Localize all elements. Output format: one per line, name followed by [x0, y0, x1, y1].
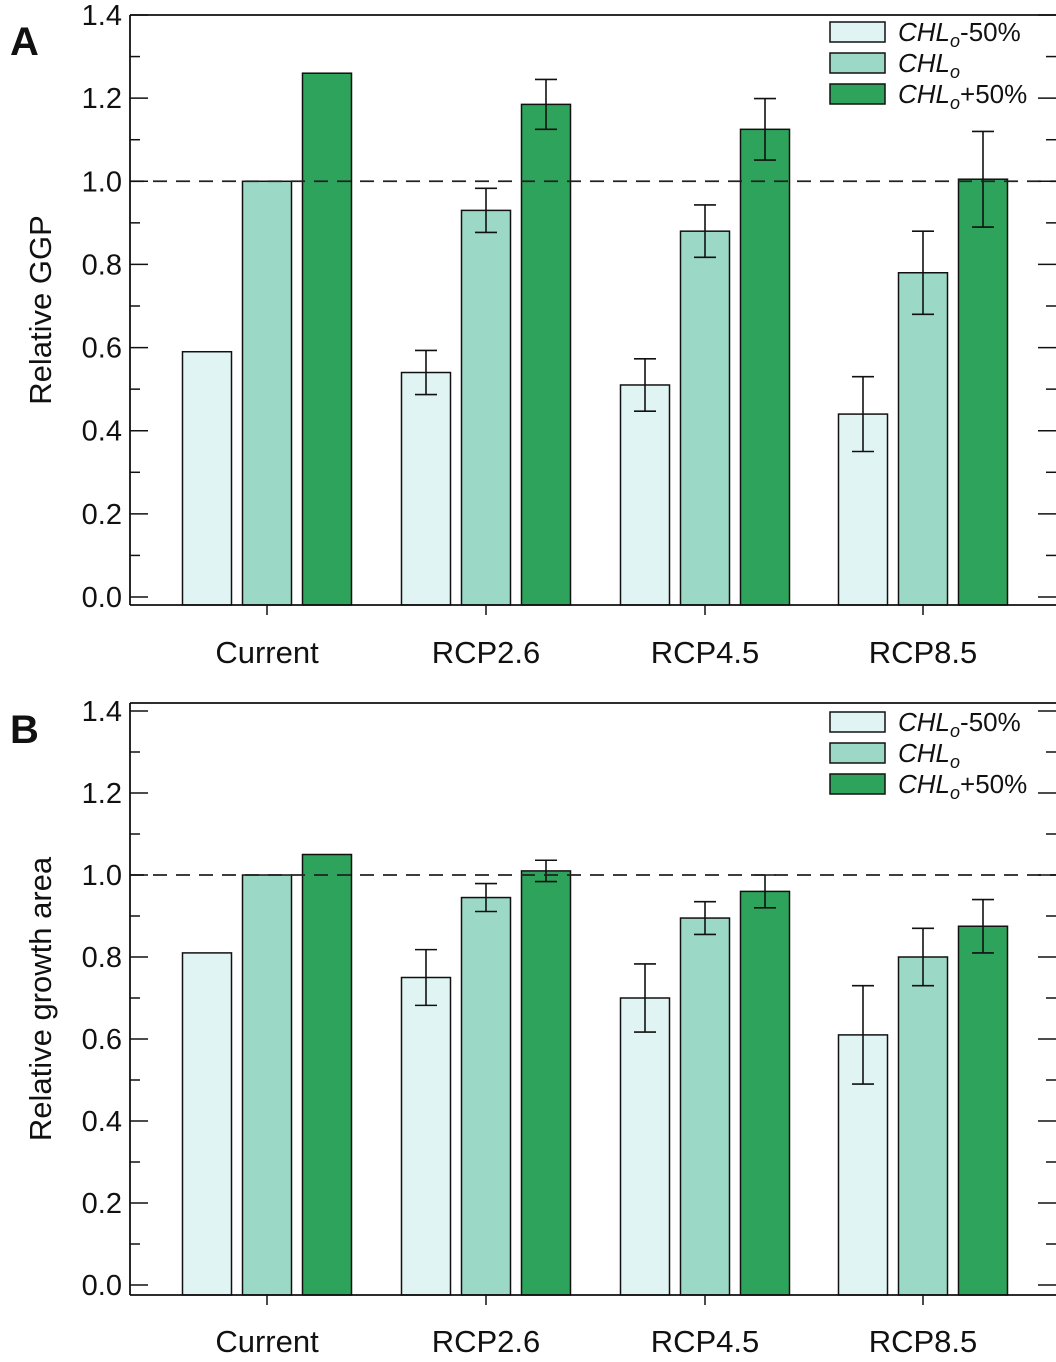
error-bar — [634, 963, 656, 1033]
error-bar — [475, 882, 497, 913]
y-tick-label: 1.4 — [82, 696, 122, 728]
x-tick-label: RCP4.5 — [651, 635, 760, 670]
error-bar — [912, 230, 934, 316]
x-tick-label: RCP8.5 — [869, 1324, 978, 1357]
legend-swatch — [829, 52, 886, 74]
error-bar — [475, 187, 497, 234]
y-axis-title: Relative GGP — [23, 215, 58, 405]
legend-swatch — [829, 711, 886, 733]
panel-label: A — [10, 20, 39, 64]
y-tick-label: 0.0 — [82, 1270, 122, 1302]
y-tick-label: 0.4 — [82, 416, 122, 448]
chart-panel-a: 0.0 0.2 0.4 0.6 0.8 1.0 1.2 1.4 Current RCP2.6 RCP… — [10, 0, 1056, 670]
error-bar — [535, 78, 557, 131]
legend-entry: CHLo+50% — [898, 769, 1027, 803]
bar-rcp85-series-2 — [897, 956, 949, 1296]
error-bar — [415, 948, 437, 1007]
y-tick-label: 0.8 — [82, 942, 122, 974]
bar-rcp26-series-1 — [400, 371, 452, 606]
error-bar — [972, 130, 994, 228]
y-tick-label: 0.6 — [82, 333, 122, 365]
bar-rcp45-series-1 — [619, 997, 671, 1296]
bar-rcp45-series-3 — [739, 890, 791, 1296]
legend-entry: CHLo-50% — [898, 707, 1021, 741]
legend-entry: CHLo — [898, 48, 960, 82]
error-bar — [852, 984, 874, 1085]
chart-panel-b: 0.0 0.2 0.4 0.6 0.8 1.0 1.2 1.4 Current RCP2.6 RCP… — [10, 696, 1056, 1359]
bar-current-series-1 — [181, 952, 233, 1296]
legend-swatch — [829, 773, 886, 795]
error-bar — [535, 859, 557, 883]
bar-rcp45-series-1 — [619, 384, 671, 606]
y-tick-label: 0.6 — [82, 1024, 122, 1056]
error-bar — [694, 204, 716, 259]
y-axis-title: Relative growth area — [23, 856, 58, 1141]
panel-label: B — [10, 708, 39, 752]
error-bar — [912, 927, 934, 987]
y-tick-label: 1.4 — [82, 0, 122, 32]
bar-current-series-2 — [241, 874, 293, 1296]
bar-rcp26-series-3 — [520, 103, 572, 606]
bar-rcp26-series-2 — [460, 209, 512, 606]
bar-rcp85-series-2 — [897, 271, 949, 606]
y-tick-label: 0.2 — [82, 1188, 122, 1220]
bar-rcp85-series-3 — [957, 178, 1009, 606]
bar-current-series-1 — [181, 350, 233, 606]
legend-swatch — [829, 21, 886, 43]
bar-rcp26-series-3 — [520, 870, 572, 1296]
legend-entry: CHLo — [898, 738, 960, 772]
y-tick-label: 0.4 — [82, 1106, 122, 1138]
bar-rcp45-series-2 — [679, 917, 731, 1296]
error-bar — [634, 357, 656, 412]
y-tick-label: 1.2 — [82, 83, 122, 115]
bar-rcp26-series-2 — [460, 896, 512, 1296]
error-bar — [415, 349, 437, 396]
legend-swatch — [829, 742, 886, 764]
bar-current-series-3 — [301, 72, 353, 606]
bar-rcp26-series-1 — [400, 976, 452, 1296]
bar-rcp45-series-2 — [679, 230, 731, 606]
x-tick-label: RCP4.5 — [651, 1324, 760, 1357]
y-tick-label: 0.0 — [82, 582, 122, 614]
bar-current-series-3 — [301, 853, 353, 1296]
x-tick-label: RCP2.6 — [432, 1324, 541, 1357]
error-bar — [852, 375, 874, 453]
x-tick-label: Current — [215, 635, 319, 670]
legend-entry: CHLo+50% — [898, 79, 1027, 113]
error-bar — [754, 97, 776, 161]
y-tick-label: 1.0 — [82, 166, 122, 198]
y-tick-label: 1.2 — [82, 778, 122, 810]
legend-entry: CHLo-50% — [898, 17, 1021, 51]
error-bar — [694, 900, 716, 936]
legend-swatch — [829, 83, 886, 105]
x-tick-label: RCP8.5 — [869, 635, 978, 670]
bar-rcp45-series-3 — [739, 128, 791, 606]
bar-current-series-2 — [241, 180, 293, 606]
bar-rcp85-series-3 — [957, 925, 1009, 1296]
y-tick-label: 0.2 — [82, 499, 122, 531]
error-bar — [972, 898, 994, 954]
x-tick-label: Current — [215, 1324, 319, 1357]
y-tick-label: 1.0 — [82, 860, 122, 892]
x-tick-label: RCP2.6 — [432, 635, 541, 670]
y-tick-label: 0.8 — [82, 249, 122, 281]
